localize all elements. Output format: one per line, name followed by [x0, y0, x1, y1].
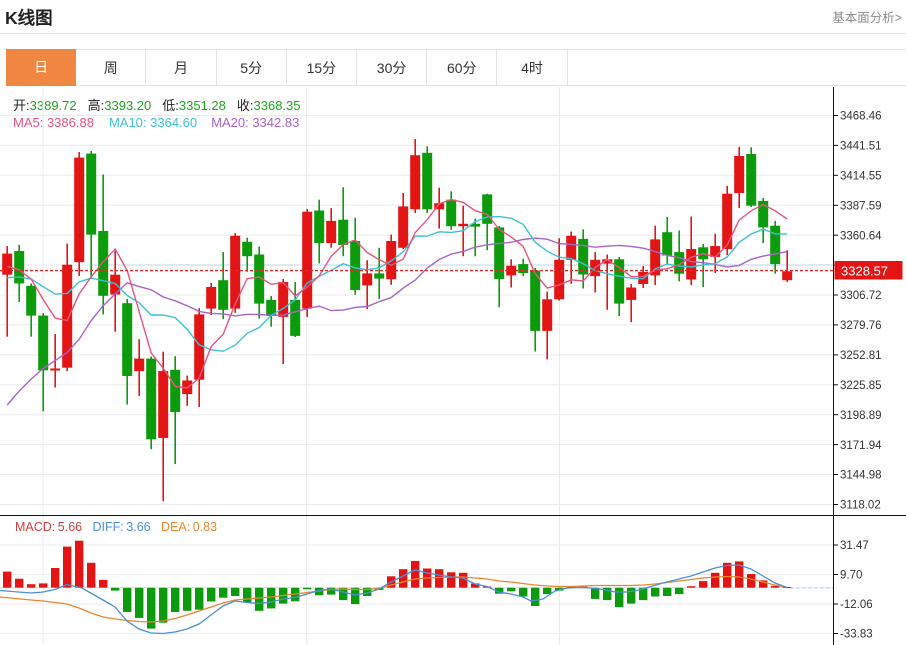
svg-text:3306.72: 3306.72 — [840, 290, 882, 302]
svg-text:31.47: 31.47 — [840, 540, 869, 552]
svg-text:3198.89: 3198.89 — [840, 410, 882, 422]
svg-text:3360.64: 3360.64 — [840, 230, 882, 242]
svg-text:3441.51: 3441.51 — [840, 141, 882, 153]
svg-text:9.70: 9.70 — [840, 570, 862, 582]
svg-text:3387.59: 3387.59 — [840, 201, 882, 213]
svg-text:-33.83: -33.83 — [840, 629, 873, 641]
svg-text:3144.98: 3144.98 — [840, 470, 882, 482]
svg-text:3171.94: 3171.94 — [840, 440, 882, 452]
svg-text:3252.81: 3252.81 — [840, 350, 882, 362]
svg-text:3118.02: 3118.02 — [840, 500, 881, 512]
svg-text:3468.46: 3468.46 — [840, 111, 882, 123]
svg-text:3225.85: 3225.85 — [840, 380, 882, 392]
svg-text:3414.55: 3414.55 — [840, 171, 882, 183]
svg-text:-12.06: -12.06 — [840, 599, 873, 611]
svg-text:3279.76: 3279.76 — [840, 320, 882, 332]
svg-text:3328.57: 3328.57 — [841, 263, 888, 278]
